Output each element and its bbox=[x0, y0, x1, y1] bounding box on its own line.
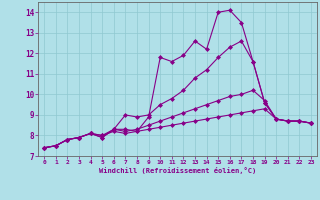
X-axis label: Windchill (Refroidissement éolien,°C): Windchill (Refroidissement éolien,°C) bbox=[99, 167, 256, 174]
